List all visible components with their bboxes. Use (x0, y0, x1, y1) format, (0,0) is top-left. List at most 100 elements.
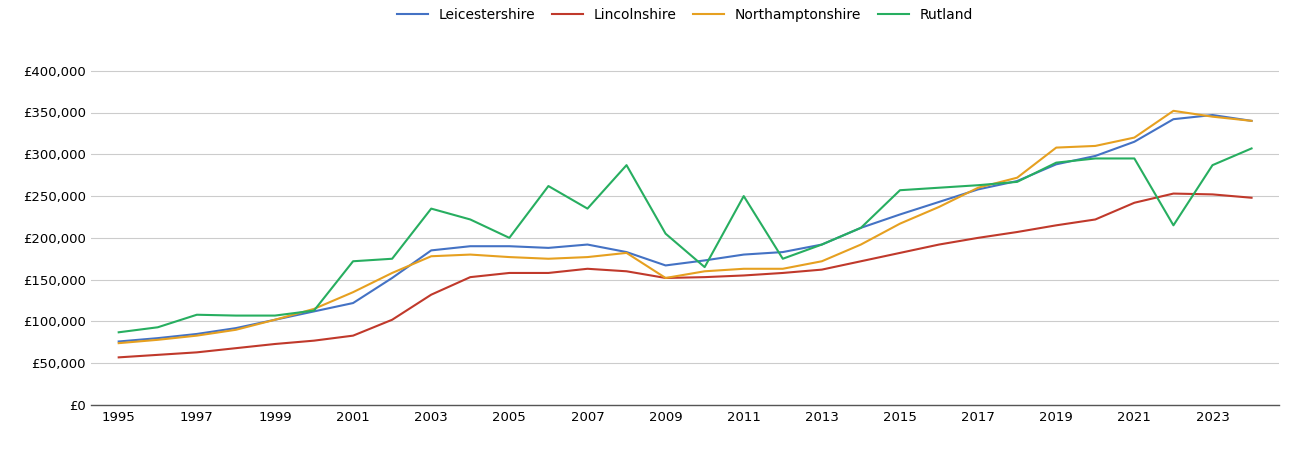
Leicestershire (462, 243, 478, 249)
Rutland (384, 256, 399, 261)
Rutland (658, 231, 673, 236)
Lincolnshire (189, 350, 205, 355)
Rutland (228, 313, 244, 318)
Lincolnshire (384, 317, 399, 323)
Leicestershire (1244, 118, 1259, 124)
Northamptonshire (501, 254, 517, 260)
Northamptonshire (462, 252, 478, 257)
Rutland (775, 256, 791, 261)
Northamptonshire (579, 254, 595, 260)
Leicestershire (150, 335, 166, 341)
Rutland (111, 329, 127, 335)
Northamptonshire (971, 185, 987, 190)
Lincolnshire (619, 269, 634, 274)
Lincolnshire (736, 273, 752, 278)
Lincolnshire (111, 355, 127, 360)
Rutland (150, 324, 166, 330)
Rutland (893, 188, 908, 193)
Northamptonshire (346, 289, 361, 295)
Leicestershire (307, 309, 322, 314)
Rutland (1126, 156, 1142, 161)
Lincolnshire (697, 274, 713, 280)
Legend: Leicestershire, Lincolnshire, Northamptonshire, Rutland: Leicestershire, Lincolnshire, Northampto… (397, 8, 974, 22)
Leicestershire (1087, 153, 1103, 159)
Rutland (579, 206, 595, 211)
Lincolnshire (462, 274, 478, 280)
Northamptonshire (423, 253, 438, 259)
Northamptonshire (658, 275, 673, 281)
Lincolnshire (893, 250, 908, 256)
Rutland (736, 194, 752, 199)
Northamptonshire (1244, 118, 1259, 124)
Rutland (932, 185, 947, 190)
Rutland (423, 206, 438, 211)
Leicestershire (1205, 112, 1220, 118)
Rutland (853, 225, 869, 230)
Rutland (1087, 156, 1103, 161)
Rutland (540, 183, 556, 189)
Rutland (619, 162, 634, 168)
Rutland (971, 183, 987, 188)
Lincolnshire (814, 267, 830, 272)
Leicestershire (1165, 117, 1181, 122)
Northamptonshire (189, 333, 205, 338)
Leicestershire (423, 248, 438, 253)
Line: Leicestershire: Leicestershire (119, 115, 1251, 342)
Lincolnshire (775, 270, 791, 276)
Leicestershire (775, 249, 791, 255)
Lincolnshire (932, 242, 947, 247)
Rutland (307, 308, 322, 313)
Rutland (1048, 160, 1064, 165)
Northamptonshire (540, 256, 556, 261)
Rutland (189, 312, 205, 317)
Lincolnshire (1009, 230, 1024, 235)
Leicestershire (346, 300, 361, 306)
Rutland (1165, 223, 1181, 228)
Northamptonshire (384, 270, 399, 276)
Lincolnshire (228, 346, 244, 351)
Leicestershire (501, 243, 517, 249)
Leicestershire (853, 225, 869, 230)
Leicestershire (1048, 162, 1064, 167)
Northamptonshire (775, 266, 791, 271)
Lincolnshire (346, 333, 361, 338)
Lincolnshire (1087, 217, 1103, 222)
Rutland (346, 259, 361, 264)
Rutland (1009, 179, 1024, 184)
Leicestershire (1009, 178, 1024, 184)
Leicestershire (540, 245, 556, 251)
Leicestershire (268, 317, 283, 323)
Northamptonshire (268, 317, 283, 323)
Northamptonshire (893, 221, 908, 226)
Leicestershire (932, 199, 947, 205)
Northamptonshire (736, 266, 752, 271)
Line: Rutland: Rutland (119, 148, 1251, 332)
Northamptonshire (111, 341, 127, 346)
Leicestershire (619, 249, 634, 255)
Northamptonshire (814, 259, 830, 264)
Leicestershire (1126, 139, 1142, 144)
Northamptonshire (307, 306, 322, 311)
Northamptonshire (932, 204, 947, 210)
Northamptonshire (853, 242, 869, 247)
Leicestershire (736, 252, 752, 257)
Northamptonshire (619, 250, 634, 256)
Lincolnshire (971, 235, 987, 241)
Leicestershire (189, 331, 205, 337)
Lincolnshire (540, 270, 556, 276)
Leicestershire (893, 212, 908, 217)
Lincolnshire (1205, 192, 1220, 197)
Rutland (268, 313, 283, 318)
Northamptonshire (1009, 175, 1024, 180)
Leicestershire (579, 242, 595, 247)
Lincolnshire (853, 259, 869, 264)
Northamptonshire (228, 327, 244, 333)
Northamptonshire (1087, 143, 1103, 148)
Lincolnshire (268, 341, 283, 346)
Rutland (462, 217, 478, 222)
Lincolnshire (1048, 223, 1064, 228)
Line: Northamptonshire: Northamptonshire (119, 111, 1251, 343)
Line: Lincolnshire: Lincolnshire (119, 194, 1251, 357)
Rutland (697, 265, 713, 270)
Northamptonshire (1126, 135, 1142, 140)
